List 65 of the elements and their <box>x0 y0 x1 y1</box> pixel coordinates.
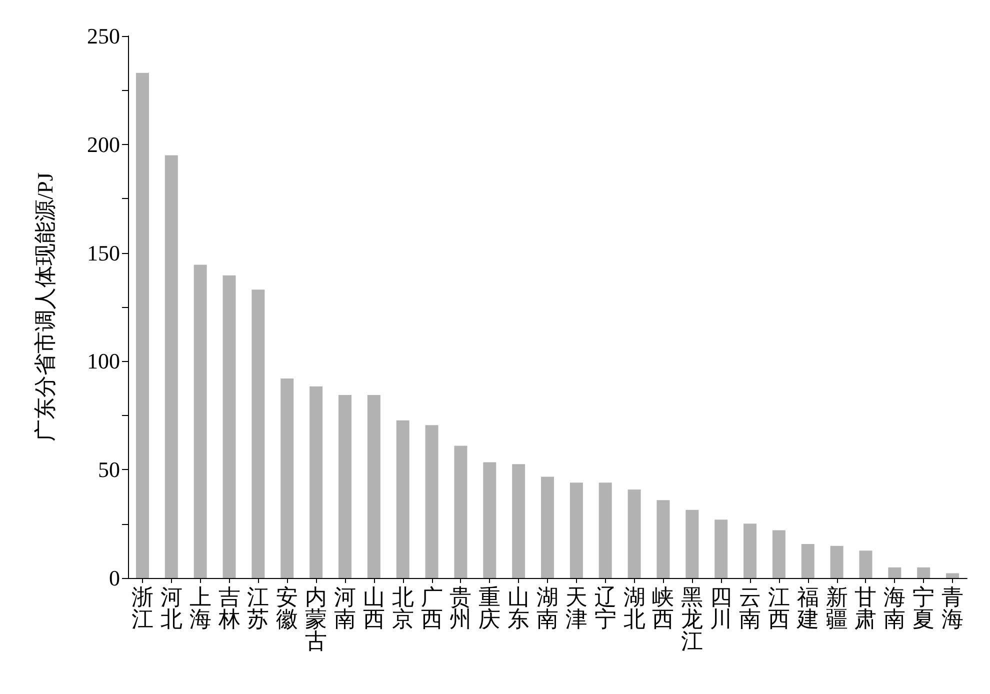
x-tick-label: 上海 <box>189 584 212 632</box>
x-tick-label: 湖北 <box>623 584 646 632</box>
bar <box>744 524 757 578</box>
x-tick-label: 河南 <box>334 584 356 632</box>
x-tick-label: 海南 <box>884 584 906 632</box>
bar <box>483 462 496 578</box>
x-tick-label: 辽宁 <box>594 584 616 632</box>
x-tick-label: 山东 <box>508 584 530 632</box>
bar <box>512 464 526 578</box>
x-tick-label: 湖南 <box>536 584 558 632</box>
y-tick-label: 0 <box>109 566 120 590</box>
bar <box>454 446 468 578</box>
bar <box>859 550 872 578</box>
bar <box>367 395 380 578</box>
x-tick-label: 北京 <box>392 584 414 632</box>
bar <box>194 264 207 578</box>
y-axis-title: 广东分省市调人体现能源/PJ <box>32 172 58 442</box>
bar <box>222 275 236 578</box>
x-tick-label: 广西 <box>420 584 443 632</box>
x-tick-label: 内蒙古 <box>305 584 328 654</box>
x-tick-label: 宁夏 <box>912 584 935 632</box>
bar <box>686 510 699 578</box>
bar <box>714 520 728 578</box>
x-tick-label: 福建 <box>796 584 819 632</box>
bar <box>396 420 410 578</box>
bar <box>656 500 670 578</box>
x-tick-label: 甘肃 <box>854 584 877 632</box>
x-tick-label: 重庆 <box>478 584 501 632</box>
x-tick-label: 峡西 <box>652 584 674 632</box>
bar <box>830 546 844 578</box>
bar <box>541 476 554 578</box>
x-tick-label: 河北 <box>160 584 182 632</box>
x-tick-label: 江西 <box>768 584 790 632</box>
x-tick-label: 山西 <box>362 584 385 632</box>
x-tick-label: 新疆 <box>826 584 848 632</box>
y-tick-label: 250 <box>87 24 120 48</box>
y-tick-label: 200 <box>87 132 120 157</box>
x-tick-label: 吉林 <box>217 584 240 632</box>
y-tick-label: 50 <box>98 457 120 482</box>
bar <box>425 425 438 578</box>
bar <box>164 155 178 578</box>
x-tick-label: 四川 <box>710 584 732 632</box>
x-tick-label: 天津 <box>565 584 588 632</box>
bar <box>801 544 814 578</box>
x-tick-label: 黑龙江 <box>681 584 704 654</box>
bar <box>628 490 641 578</box>
bar <box>946 573 960 578</box>
bar <box>136 72 149 578</box>
x-tick-label: 云南 <box>739 584 762 632</box>
bar <box>280 378 294 578</box>
x-tick-label: 安徽 <box>276 584 298 632</box>
bar <box>772 530 786 578</box>
bar <box>888 567 902 578</box>
y-tick-label: 100 <box>87 348 120 374</box>
y-tick-label: 150 <box>87 240 120 266</box>
x-tick-label: 青海 <box>942 584 964 632</box>
bar <box>917 567 930 578</box>
x-tick-label: 贵州 <box>450 584 472 632</box>
x-tick-label: 浙江 <box>131 584 154 632</box>
bar <box>598 482 612 578</box>
bar <box>252 290 265 578</box>
x-tick-label: 江苏 <box>247 584 270 632</box>
bar <box>338 395 352 578</box>
bar <box>310 386 323 578</box>
bar <box>570 482 583 578</box>
